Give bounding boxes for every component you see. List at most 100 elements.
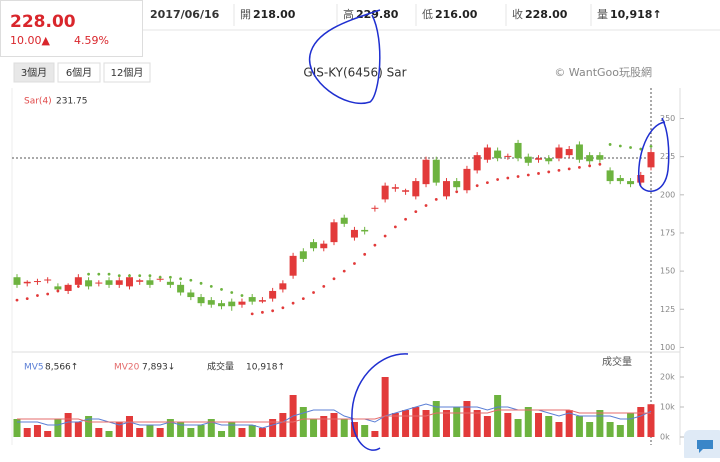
candle-body	[85, 280, 93, 287]
volume-bar	[422, 410, 430, 437]
candle-body	[228, 301, 236, 307]
y-tick-label: 0k	[660, 433, 670, 442]
candle-body	[371, 207, 379, 209]
volume-bar	[310, 419, 318, 437]
volume-bar	[74, 422, 82, 437]
moving-average	[17, 403, 652, 429]
sar-dot	[107, 272, 111, 276]
sar-dot	[598, 162, 602, 166]
candle-body	[442, 181, 450, 197]
sar-dot	[66, 286, 70, 290]
y-tick-label: 200	[660, 190, 675, 199]
volume-bar	[473, 410, 481, 437]
candle-body	[258, 300, 266, 302]
sar-dot	[383, 234, 387, 238]
candle-body	[545, 158, 553, 162]
tab[interactable]	[57, 62, 101, 83]
volume-bar	[575, 416, 583, 437]
sar-legend: Sar(4)	[24, 97, 52, 107]
volume-bar	[442, 410, 450, 437]
candle-body	[218, 303, 226, 307]
tab-label[interactable]: 6個月	[66, 66, 92, 79]
volume-bar	[596, 410, 604, 437]
volume-bar	[463, 401, 471, 437]
tab-label[interactable]: 3個月	[21, 66, 47, 79]
candle-body	[289, 255, 297, 276]
sar-dot	[240, 294, 244, 297]
tab-label[interactable]: 12個月	[111, 66, 144, 79]
sar-dot	[424, 204, 428, 207]
volume-bar	[504, 413, 512, 437]
sar-dot	[97, 272, 101, 276]
field-label: 收	[512, 7, 523, 21]
sar-dot	[537, 172, 540, 175]
sar-dot	[629, 146, 632, 149]
candle-body	[340, 217, 348, 224]
sar-dot	[138, 274, 142, 278]
candle-body	[381, 185, 389, 200]
sar-dot	[209, 284, 213, 288]
y-tick-label: 10k	[660, 403, 675, 412]
y-tick-label: 250	[660, 114, 675, 123]
candle-body	[13, 277, 21, 285]
watermark: © WantGoo玩股網	[554, 65, 652, 79]
volume-bar	[616, 425, 624, 437]
volume-bar	[156, 428, 164, 437]
sar-dot	[220, 288, 223, 291]
sar-dot	[393, 225, 397, 229]
volume-bar	[187, 428, 195, 437]
sar-legend-value: 231.75	[56, 97, 88, 107]
tab-selected[interactable]	[13, 62, 55, 83]
mv20-legend: MV20	[114, 363, 140, 373]
volume-bar	[258, 428, 266, 437]
field-value: 10,918↑	[610, 8, 662, 21]
candle-body	[269, 290, 277, 299]
candle-body	[95, 282, 103, 284]
volume-bar	[606, 422, 614, 437]
volume-bar	[483, 416, 491, 437]
volume-bar	[166, 419, 174, 437]
volume-bar	[320, 416, 328, 437]
candle-body	[535, 158, 543, 160]
y-tick-label: 20k	[660, 373, 675, 382]
candle-body	[637, 174, 645, 183]
moving-average	[17, 409, 652, 423]
volume-bar	[279, 413, 287, 437]
quote-fields: 開 218.00 高 229.80 低 216.00 收 228.00 量 10,918↑	[233, 4, 662, 26]
candle-body	[177, 284, 185, 293]
candle-body	[74, 277, 82, 285]
candle-body	[115, 280, 123, 285]
volume-bar	[627, 413, 635, 437]
chat-icon[interactable]	[697, 440, 713, 453]
sar-dot	[557, 169, 561, 172]
volume-bar	[64, 413, 72, 437]
candle-body	[586, 155, 594, 162]
volume-bar	[555, 422, 563, 437]
sar-dot	[312, 291, 315, 294]
volume-bar	[299, 407, 307, 437]
change-percent: 4.59%	[74, 34, 109, 47]
sar-dot	[516, 175, 520, 178]
field-label: 量	[597, 8, 608, 21]
volume-bar	[177, 422, 185, 437]
volume-bar	[402, 410, 410, 437]
volume-bar	[23, 428, 31, 437]
volume-bar	[248, 425, 256, 437]
sar-dot	[434, 197, 438, 201]
volume-bar	[218, 431, 226, 437]
sar-dot	[578, 165, 581, 169]
candle-body	[453, 181, 461, 188]
candle-body	[146, 280, 154, 285]
field-value: 218.00	[253, 8, 296, 21]
tab[interactable]	[103, 62, 151, 83]
y-tick-label: 125	[660, 305, 675, 314]
sar-dot	[332, 277, 336, 281]
volume-bar	[391, 413, 399, 437]
sar-dot	[56, 289, 60, 293]
sar-dot	[168, 275, 172, 279]
sar-dot	[46, 292, 50, 296]
y-tick-label: 175	[660, 228, 675, 237]
candle-body	[33, 281, 41, 283]
volume-bar	[494, 395, 502, 437]
volume-bar	[125, 416, 133, 437]
